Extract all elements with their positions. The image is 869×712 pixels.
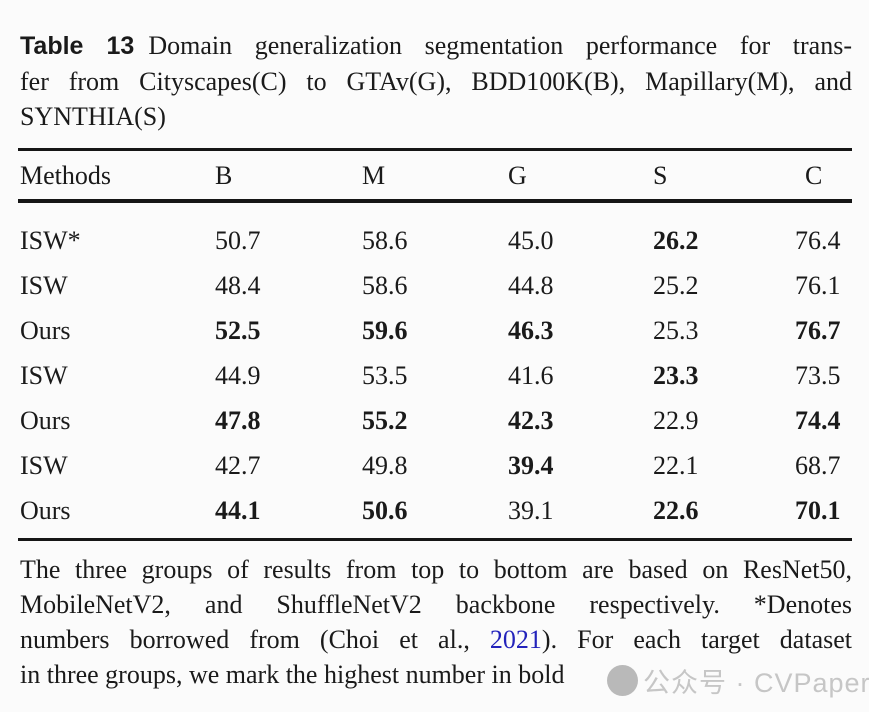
table-row: Ours 44.1 50.6 39.1 22.6 70.1 — [20, 488, 852, 533]
column-header-s: S — [653, 161, 668, 190]
watermark-text: 公众号 · CVPaper — [643, 668, 869, 698]
value-cell: 39.1 — [508, 495, 554, 525]
table-row: ISW* 50.7 58.6 45.0 26.2 76.4 — [20, 218, 852, 263]
value-cell: 44.1 — [215, 495, 261, 525]
value-cell: 46.3 — [508, 315, 554, 345]
value-cell: 55.2 — [362, 405, 408, 435]
value-cell: 76.1 — [795, 270, 841, 300]
caption-line-1: Table 13 Domain generalization segmentati… — [20, 28, 852, 64]
table-rule-top — [18, 148, 852, 151]
footnote-line-4: in three groups, we mark the highest num… — [20, 660, 565, 689]
table-footnote: The three groups of results from top to … — [20, 552, 852, 692]
method-cell: Ours — [20, 315, 71, 345]
method-cell: ISW — [20, 270, 68, 300]
method-cell: Ours — [20, 405, 71, 435]
table-row: ISW 44.9 53.5 41.6 23.3 73.5 — [20, 353, 852, 398]
table-caption: Table 13 Domain generalization segmentati… — [20, 28, 852, 134]
value-cell: 25.3 — [653, 315, 699, 345]
value-cell: 23.3 — [653, 360, 699, 390]
value-cell: 48.4 — [215, 270, 261, 300]
table-row: ISW 48.4 58.6 44.8 25.2 76.1 — [20, 263, 852, 308]
citation-link[interactable]: 2021 — [489, 625, 542, 654]
value-cell: 73.5 — [795, 360, 841, 390]
footnote-line-2: MobileNetV2, and ShuffleNetV2 backbone r… — [20, 590, 852, 619]
value-cell: 39.4 — [508, 450, 554, 480]
value-cell: 74.4 — [795, 405, 841, 435]
footnote-text: ). For each target dataset — [541, 625, 852, 654]
value-cell: 22.1 — [653, 450, 699, 480]
caption-text: Domain generalization segmentation perfo… — [148, 31, 852, 60]
table-row: Ours 52.5 59.6 46.3 25.3 76.7 — [20, 308, 852, 353]
column-header-c: C — [805, 161, 823, 190]
value-cell: 59.6 — [362, 315, 408, 345]
value-cell: 50.6 — [362, 495, 408, 525]
value-cell: 22.9 — [653, 405, 699, 435]
method-cell: ISW — [20, 450, 68, 480]
column-header-g: G — [508, 161, 527, 190]
value-cell: 52.5 — [215, 315, 261, 345]
column-header-m: M — [362, 161, 386, 190]
watermark-circle-icon — [607, 665, 638, 696]
caption-line-2: fer from Cityscapes(C) to GTAv(G), BDD10… — [20, 67, 852, 96]
value-cell: 47.8 — [215, 405, 261, 435]
value-cell: 58.6 — [362, 225, 408, 255]
value-cell: 42.3 — [508, 405, 554, 435]
footnote-line-1: The three groups of results from top to … — [20, 555, 852, 584]
table-body: ISW* 50.7 58.6 45.0 26.2 76.4 ISW 48.4 58.6 44.8 2… — [20, 218, 852, 533]
value-cell: 41.6 — [508, 360, 554, 390]
value-cell: 58.6 — [362, 270, 408, 300]
value-cell: 68.7 — [795, 450, 841, 480]
table-header-row: Methods B M G S C — [20, 157, 852, 195]
footnote-line-3: numbers borrowed from (Choi et al., 2021… — [20, 622, 852, 657]
column-header-b: B — [215, 161, 233, 190]
value-cell: 53.5 — [362, 360, 408, 390]
value-cell: 26.2 — [653, 225, 699, 255]
value-cell: 25.2 — [653, 270, 699, 300]
column-header-methods: Methods — [20, 161, 111, 190]
table-row: Ours 47.8 55.2 42.3 22.9 74.4 — [20, 398, 852, 443]
value-cell: 22.6 — [653, 495, 699, 525]
table-row: ISW 42.7 49.8 39.4 22.1 68.7 — [20, 443, 852, 488]
method-cell: ISW* — [20, 225, 81, 255]
caption-label: Table 13 — [20, 32, 135, 60]
value-cell: 70.1 — [795, 495, 841, 525]
footnote-text: numbers borrowed from (Choi et al., — [20, 625, 490, 654]
value-cell: 44.8 — [508, 270, 554, 300]
caption-line-3: SYNTHIA(S) — [20, 102, 166, 131]
table-rule-bottom — [18, 538, 852, 541]
value-cell: 50.7 — [215, 225, 261, 255]
value-cell: 49.8 — [362, 450, 408, 480]
value-cell: 44.9 — [215, 360, 261, 390]
table-rule-header — [18, 199, 852, 203]
value-cell: 76.4 — [795, 225, 841, 255]
method-cell: Ours — [20, 495, 71, 525]
value-cell: 42.7 — [215, 450, 261, 480]
method-cell: ISW — [20, 360, 68, 390]
value-cell: 45.0 — [508, 225, 554, 255]
value-cell: 76.7 — [795, 315, 841, 345]
